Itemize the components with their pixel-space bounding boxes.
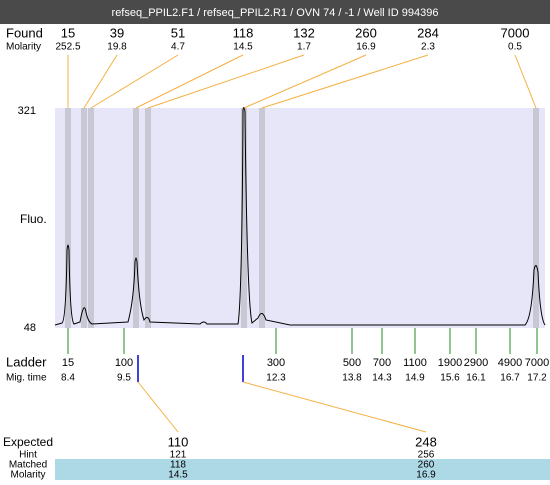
found-value: 118 [233, 25, 254, 40]
molarity-value: 252.5 [55, 42, 80, 53]
mig-time: 12.3 [266, 373, 286, 384]
found-value: 284 [417, 25, 439, 40]
ladder-size: 500 [343, 357, 361, 369]
mig-time: 9.5 [117, 373, 131, 384]
molarity-value: 2.3 [421, 42, 435, 53]
found-value: 51 [171, 25, 185, 40]
hint-label: Hint [19, 450, 37, 461]
expected-label: Expected [3, 435, 53, 449]
ladder-size: 100 [115, 357, 133, 369]
peak-band [533, 108, 539, 328]
ladder-label: Ladder [6, 354, 47, 369]
peak-band [259, 108, 265, 328]
molarity-value: 16.9 [356, 42, 376, 53]
ladder-size: 4900 [498, 357, 522, 369]
matched-label: Matched [9, 460, 47, 471]
peak-band [145, 108, 151, 328]
ladder-size: 1900 [438, 357, 462, 369]
molarity-value: 4.7 [171, 42, 185, 53]
ladder-size: 7000 [525, 357, 549, 369]
hint-value: 121 [170, 450, 187, 461]
trace [54, 106, 546, 326]
peak-connector [243, 54, 367, 109]
ladder-size: 2900 [464, 357, 488, 369]
peak-connector [83, 54, 118, 109]
mig-time: 14.3 [372, 373, 392, 384]
matched-molarity-label: Molarity [10, 470, 45, 480]
peak-band [241, 108, 247, 328]
found-value: 39 [110, 25, 124, 40]
mig-time: 13.8 [342, 373, 362, 384]
mig-time: 8.4 [61, 373, 75, 384]
peak-connector [90, 54, 179, 109]
found-label: Found [6, 25, 43, 40]
mig-time: 14.9 [405, 373, 425, 384]
mig-time-label: Mig. time [6, 373, 47, 384]
molarity-value: 1.7 [297, 42, 311, 53]
ladder-size: 15 [62, 357, 74, 369]
peak-connector [135, 54, 244, 109]
peak-band [88, 108, 94, 328]
hint-value: 256 [418, 450, 435, 461]
matched-value: 260 [418, 460, 435, 471]
matched-molarity-value: 14.5 [168, 470, 188, 480]
peak-band [65, 108, 71, 328]
molarity-label: Molarity [6, 42, 41, 53]
title: refseq_PPIL2.F1 / refseq_PPIL2.R1 / OVN … [112, 7, 439, 19]
mig-time: 16.7 [500, 373, 520, 384]
peak-band [81, 108, 87, 328]
y-label: Fluo. [20, 212, 47, 226]
matched-molarity-value: 16.9 [416, 470, 436, 480]
found-value: 15 [61, 25, 75, 40]
molarity-value: 19.8 [107, 42, 127, 53]
ladder-size: 1100 [403, 357, 427, 369]
found-value: 7000 [501, 25, 530, 40]
found-value: 260 [355, 25, 377, 40]
peak-connector [261, 54, 429, 109]
matched-value: 118 [170, 460, 186, 471]
peak-connector [514, 54, 537, 109]
plot-area [55, 108, 545, 328]
peak-connector [147, 54, 305, 109]
expected-connector [137, 381, 179, 433]
matched-band [55, 459, 550, 480]
title-bar [0, 0, 550, 24]
ladder-size: 700 [373, 357, 391, 369]
molarity-value: 14.5 [233, 42, 253, 53]
mig-time: 16.1 [466, 373, 486, 384]
mig-time: 17.2 [527, 373, 547, 384]
expected-connector [242, 381, 427, 433]
mig-time: 15.6 [440, 373, 460, 384]
y-max: 321 [18, 105, 36, 117]
peak-band [133, 108, 139, 328]
y-min: 48 [24, 322, 36, 334]
ladder-size: 300 [267, 357, 285, 369]
found-value: 132 [293, 25, 315, 40]
expected-value: 110 [168, 434, 189, 449]
expected-value: 248 [415, 434, 437, 449]
molarity-value: 0.5 [508, 42, 522, 53]
